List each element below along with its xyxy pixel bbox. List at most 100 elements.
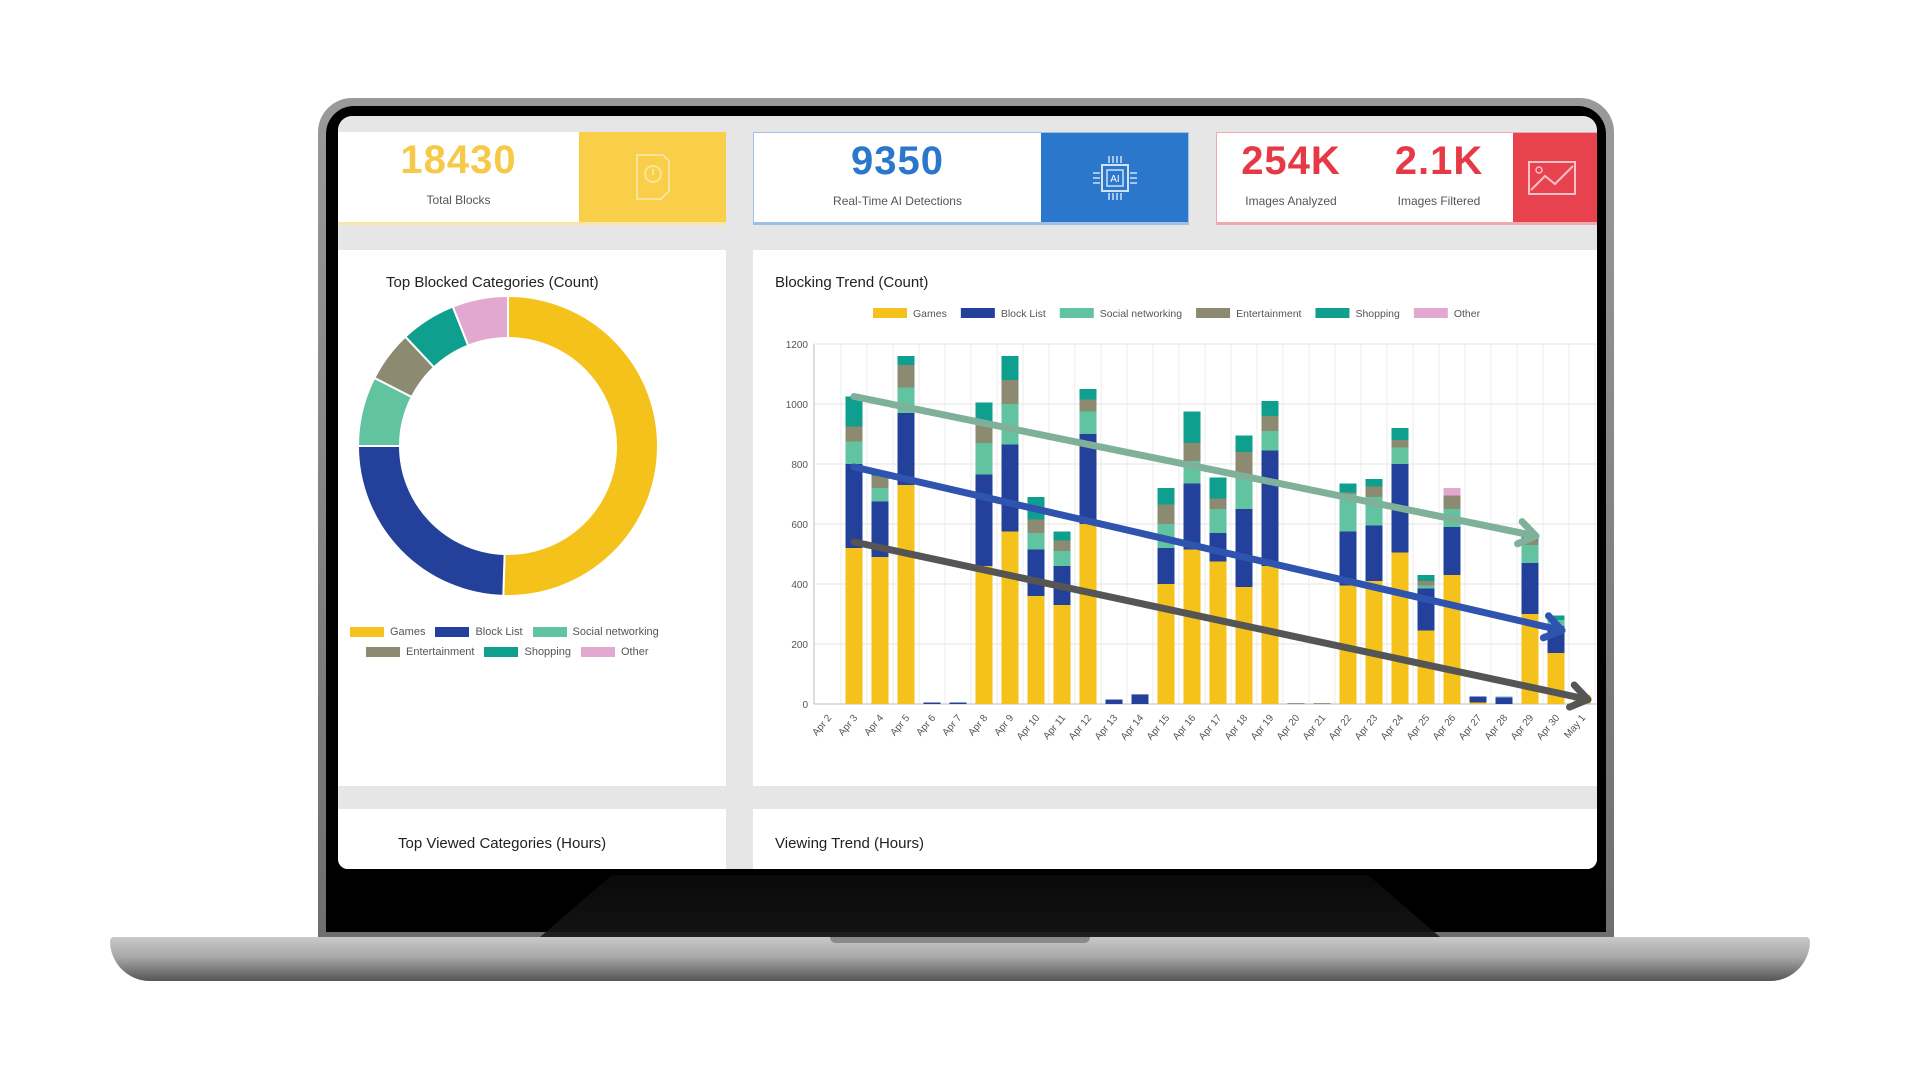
x-tick-label: Apr 9: [993, 713, 1017, 739]
bar-entertainment: [1365, 486, 1383, 497]
x-tick-label: Apr 28: [1483, 713, 1511, 743]
x-tick-label: Apr 17: [1197, 713, 1225, 743]
x-tick-label: Apr 25: [1405, 713, 1433, 743]
bar-entertainment: [871, 476, 889, 488]
images-card[interactable]: 254K Images Analyzed 2.1K Images Filtered: [1216, 132, 1597, 225]
ai-detections-card[interactable]: 9350 Real-Time AI Detections AI: [753, 132, 1189, 225]
images-analyzed-label: Images Analyzed: [1245, 194, 1337, 208]
bar-games: [1365, 581, 1383, 704]
bar-social-networking: [1391, 447, 1409, 464]
bar-entertainment: [1521, 540, 1539, 545]
x-tick-label: Apr 11: [1041, 713, 1068, 742]
bar-block-list: [949, 702, 967, 704]
x-tick-label: Apr 3: [837, 713, 861, 739]
bar-block-list: [1235, 509, 1253, 587]
y-tick-label: 600: [791, 520, 808, 531]
bar-games: [1001, 531, 1019, 704]
ai-detections-label: Real-Time AI Detections: [833, 194, 962, 208]
bar-games: [1183, 549, 1201, 704]
bar-social-networking: [975, 443, 993, 475]
bar-block-list: [1079, 434, 1097, 524]
bar-social-networking: [1261, 431, 1279, 451]
legend-label: Other: [620, 646, 649, 658]
bar-chart-title: Blocking Trend (Count): [775, 274, 929, 291]
ai-chip-icon: AI: [1041, 133, 1188, 222]
bar-entertainment: [1183, 443, 1201, 461]
bar-block-list: [1105, 699, 1123, 704]
donut-chart: [356, 294, 659, 597]
legend-label: Shopping: [1355, 308, 1400, 320]
bar-entertainment: [1417, 581, 1435, 586]
bar-shopping: [1079, 389, 1097, 400]
bar-social-networking: [1235, 477, 1253, 509]
legend-item[interactable]: Other: [580, 646, 649, 658]
legend-label: Entertainment: [1236, 308, 1301, 320]
images-filtered-label: Images Filtered: [1397, 194, 1481, 208]
bar-shopping: [1547, 615, 1565, 620]
ai-detections-value: 9350: [851, 139, 944, 183]
top-viewed-title: Top Viewed Categories (Hours): [398, 835, 607, 852]
x-tick-label: Apr 2: [811, 713, 835, 739]
bar-shopping: [845, 396, 863, 427]
bar-entertainment: [1261, 416, 1279, 431]
donut-title: Top Blocked Categories (Count): [386, 274, 599, 291]
top-viewed-panel: Top Viewed Categories (Hours): [338, 809, 726, 869]
x-tick-label: Apr 30: [1535, 713, 1563, 743]
donut-slice-block-list: [356, 445, 506, 597]
bar-block-list: [1183, 483, 1201, 550]
legend-swatch: [350, 627, 384, 638]
x-tick-label: Apr 10: [1015, 713, 1043, 743]
legend-item[interactable]: Shopping: [484, 646, 571, 658]
legend-item[interactable]: Social networking: [532, 626, 659, 638]
bar-social-networking: [1001, 404, 1019, 445]
bar-entertainment: [1287, 703, 1305, 704]
bar-shopping: [1339, 483, 1357, 493]
legend-label: Social networking: [572, 626, 659, 638]
bar-block-list: [845, 464, 863, 548]
legend-item[interactable]: Entertainment: [366, 646, 474, 658]
bar-block-list: [1443, 527, 1461, 575]
bar-games: [871, 557, 889, 704]
legend-label: Games: [913, 308, 947, 320]
donut-legend: Games Block List Social networking: [350, 626, 659, 638]
y-tick-label: 1200: [786, 340, 809, 351]
x-tick-label: Apr 5: [889, 713, 913, 739]
bar-games: [1391, 552, 1409, 704]
bar-block-list: [1261, 450, 1279, 566]
total-blocks-card[interactable]: 18430 Total Blocks: [338, 132, 726, 225]
bar-entertainment: [975, 425, 993, 443]
bar-shopping: [1157, 488, 1175, 505]
legend-swatch: [960, 308, 995, 318]
bar-entertainment: [1313, 703, 1331, 704]
bar-games: [1521, 614, 1539, 704]
legend-swatch: [873, 308, 907, 318]
bar-block-list: [923, 702, 941, 704]
bar-games: [1443, 575, 1461, 704]
bar-shopping: [1209, 477, 1227, 499]
laptop-notch: [830, 937, 1090, 943]
x-tick-label: Apr 6: [915, 713, 939, 739]
legend-swatch: [1196, 308, 1231, 318]
bar-block-list: [1521, 563, 1539, 614]
bar-games: [1261, 566, 1279, 704]
image-chart-icon: [1513, 133, 1597, 222]
bar-shopping: [1235, 435, 1253, 452]
bar-social-networking: [871, 488, 889, 502]
legend-item[interactable]: Block List: [435, 626, 523, 638]
bar-shopping: [1417, 575, 1435, 581]
x-tick-label: Apr 14: [1119, 713, 1147, 743]
legend-item[interactable]: Games: [350, 626, 425, 638]
legend-label: Entertainment: [406, 646, 475, 658]
bar-games: [975, 566, 993, 704]
bar-block-list: [1495, 697, 1513, 704]
x-tick-label: Apr 13: [1093, 713, 1121, 743]
viewing-trend-panel: Viewing Trend (Hours): [753, 809, 1597, 869]
legend-swatch: [532, 627, 567, 638]
legend-label: Other: [1454, 308, 1481, 320]
legend-swatch: [1413, 308, 1448, 318]
bar-social-networking: [1027, 533, 1045, 550]
trend-arrow-line: [850, 538, 1592, 703]
bar-shopping: [1261, 401, 1279, 416]
y-tick-label: 1000: [786, 400, 809, 411]
laptop-base: [110, 937, 1810, 981]
